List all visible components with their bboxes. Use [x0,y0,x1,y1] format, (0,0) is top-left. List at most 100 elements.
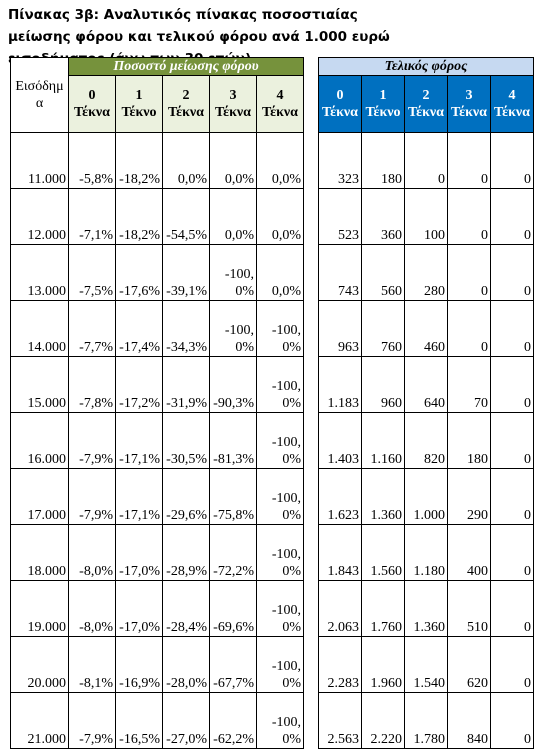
row: 21.000 -7,9% -16,5% -27,0% -62,2% -100,0% [10,692,304,749]
value-cell: 840 [447,692,491,749]
value-cell: -100,0% [209,244,257,301]
column-label: Τέκνα [215,105,251,120]
value-cell: 290 [447,468,491,525]
column-label: Τέκνα [322,105,358,120]
value-cell: 1.360 [361,468,405,525]
value-cell: 1.403 [318,412,362,469]
value-cell: 460 [404,300,448,357]
value-cell: -100,0% [256,412,304,469]
value-cell: -30,5% [162,412,210,469]
value-cell: 743 [318,244,362,301]
row: 1.403 1.160 820 180 0 [318,412,534,469]
row: 1.183 960 640 70 0 [318,356,534,413]
column-number: 3 [465,88,473,103]
column-number: 2 [422,88,430,103]
value-cell: -31,9% [162,356,210,413]
value-cell: -100,0% [209,300,257,357]
column-label: Τέκνα [262,105,298,120]
value-cell: -27,0% [162,692,210,749]
row: 1.843 1.560 1.180 400 0 [318,524,534,581]
value-cell: -17,4% [115,300,163,357]
value-cell: -17,1% [115,412,163,469]
value-cell: -7,5% [68,244,116,301]
column-label: Τέκνο [121,105,157,120]
row: 13.000 -7,5% -17,6% -39,1% -100,0% 0,0% [10,244,304,301]
value-cell: 0,0% [209,188,257,245]
value-cell: 0,0% [209,132,257,189]
value-cell: 0 [490,244,534,301]
value-cell: 760 [361,300,405,357]
income-cell: 12.000 [10,188,69,245]
value-cell: 1.843 [318,524,362,581]
value-cell: -54,5% [162,188,210,245]
column-header: 4 Τέκνα [490,75,534,133]
column-number: 1 [379,88,387,103]
value-cell: -100,0% [256,468,304,525]
column-number: 0 [88,88,96,103]
value-cell: 620 [447,636,491,693]
value-cell: 1.160 [361,412,405,469]
row: 1.623 1.360 1.000 290 0 [318,468,534,525]
income-cell: 14.000 [10,300,69,357]
value-cell: -5,8% [68,132,116,189]
row: 523 360 100 0 0 [318,188,534,245]
column-number: 0 [336,88,344,103]
value-cell: -16,9% [115,636,163,693]
row: 14.000 -7,7% -17,4% -34,3% -100,0% -100,0% [10,300,304,357]
value-cell: 963 [318,300,362,357]
value-cell: 640 [404,356,448,413]
value-cell: 0,0% [256,244,304,301]
value-cell: 820 [404,412,448,469]
column-header-row: 0 Τέκνα 1 Τέκνο 2 Τέκνα 3 Τέκνα 4 Τέκνα [318,75,534,133]
value-cell: -39,1% [162,244,210,301]
value-cell: 2.063 [318,580,362,637]
value-cell: 0 [447,188,491,245]
value-cell: 0 [490,468,534,525]
value-cell: -17,6% [115,244,163,301]
row: 2.063 1.760 1.360 510 0 [318,580,534,637]
value-cell: -8,0% [68,580,116,637]
column-label: Τέκνο [365,105,401,120]
value-cell: 323 [318,132,362,189]
value-cell: 1.560 [361,524,405,581]
column-number: 4 [508,88,516,103]
reduction-table: Εισόδημα Ποσοστό μείωσης φόρου 0 Τέκνα 1 Τέκν… [10,57,304,749]
value-cell: -18,2% [115,132,163,189]
value-cell: -8,0% [68,524,116,581]
value-cell: -28,4% [162,580,210,637]
value-cell: 1.000 [404,468,448,525]
value-cell: 1.540 [404,636,448,693]
value-cell: 180 [447,412,491,469]
tax-table: Τελικός φόρος 0 Τέκνα 1 Τέκνο 2 Τέκνα 3 Τέκνα 4 Τέ… [318,57,534,749]
value-cell: -7,7% [68,300,116,357]
group-header: Τελικός φόρος [318,57,534,76]
column-header: 3 Τέκνα [447,75,491,133]
value-cell: 960 [361,356,405,413]
column-header: 2 Τέκνα [404,75,448,133]
value-cell: -7,9% [68,468,116,525]
row: 2.283 1.960 1.540 620 0 [318,636,534,693]
value-cell: 2.283 [318,636,362,693]
value-cell: -17,2% [115,356,163,413]
value-cell: 0 [490,636,534,693]
value-cell: -18,2% [115,188,163,245]
value-cell: -100,0% [256,580,304,637]
row: 18.000 -8,0% -17,0% -28,9% -72,2% -100,0% [10,524,304,581]
value-cell: 0 [490,356,534,413]
value-cell: -62,2% [209,692,257,749]
value-cell: 0 [447,132,491,189]
row: 11.000 -5,8% -18,2% 0,0% 0,0% 0,0% [10,132,304,189]
value-cell: 280 [404,244,448,301]
value-cell: 523 [318,188,362,245]
value-cell: -7,8% [68,356,116,413]
value-cell: 0 [490,300,534,357]
column-header: 3 Τέκνα [209,75,257,133]
value-cell: 1.780 [404,692,448,749]
value-cell: 70 [447,356,491,413]
column-header-row: 0 Τέκνα 1 Τέκνο 2 Τέκνα 3 Τέκνα 4 Τέκνα [11,75,304,133]
value-cell: -81,3% [209,412,257,469]
value-cell: 1.960 [361,636,405,693]
row: 17.000 -7,9% -17,1% -29,6% -75,8% -100,0% [10,468,304,525]
value-cell: -28,0% [162,636,210,693]
value-cell: -17,0% [115,524,163,581]
